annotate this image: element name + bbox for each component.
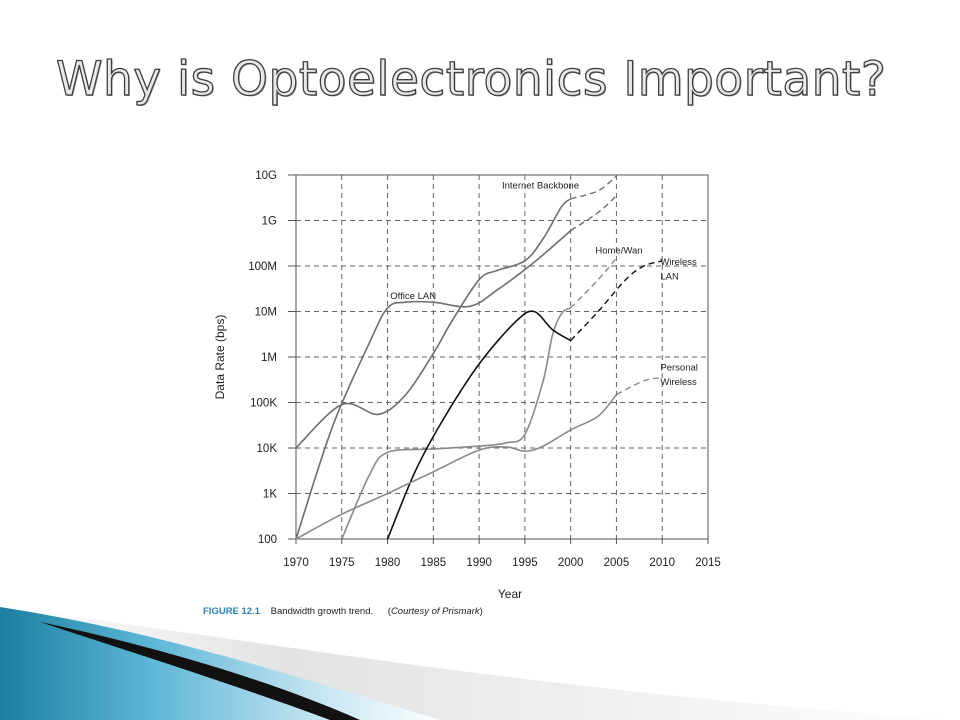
x-tick-label: 1980 [375, 557, 401, 569]
series-annotation: Wireless [660, 377, 697, 388]
series-annotation: Home/Wan [595, 245, 642, 256]
caption-credit: Courtesy of Prismark [390, 606, 480, 617]
series-annotation: LAN [660, 272, 679, 283]
series-projection-personal-wireless [616, 377, 663, 396]
series-projection-home-wan [570, 257, 617, 309]
series-line-office-lan [295, 229, 572, 540]
x-tick-label: 1970 [283, 557, 309, 569]
series-line-internet-backbone [295, 198, 572, 449]
x-tick-label: 1975 [329, 557, 355, 569]
x-axis-label: Year [498, 587, 522, 601]
series-line-wireless-lan [386, 310, 572, 540]
y-tick-label: 100K [250, 398, 277, 410]
y-tick-label: 10M [255, 307, 277, 319]
x-tick-label: 1995 [512, 557, 538, 569]
series-line-home-wan [341, 307, 572, 540]
y-tick-label: 1K [263, 489, 277, 501]
x-tick-label: 1985 [421, 557, 447, 569]
caption-figure-number: FIGURE 12.1 [203, 606, 261, 617]
y-tick-label: 10K [257, 443, 278, 455]
y-tick-label: 100M [248, 261, 277, 273]
x-tick-label: 2005 [604, 557, 630, 569]
swoosh-teal-band [0, 607, 440, 720]
y-axis-label: Data Rate (bps) [213, 315, 227, 400]
series-annotation: Wireless [660, 257, 697, 268]
series-layer [295, 175, 663, 540]
caption-credit-close: ) [479, 606, 483, 617]
label-layer: Internet Backbone Office LAN Home/Wan Wirel… [390, 181, 698, 389]
y-tick-label: 100 [258, 534, 277, 546]
series-annotation: Internet Backbone [502, 181, 579, 192]
series-annotation: Personal [660, 363, 698, 374]
x-tick-label: 1990 [466, 557, 492, 569]
swoosh-dark-line [40, 622, 360, 720]
caption-credit-open: ( [387, 606, 391, 617]
series-annotation: Office LAN [390, 291, 436, 302]
y-tick-label: 1G [262, 216, 277, 228]
series-projection-wireless-lan [570, 260, 663, 341]
y-tick-label: 10G [255, 170, 277, 182]
y-tick-label: 1M [261, 352, 277, 364]
x-tick-label: 2015 [695, 557, 721, 569]
caption-text: Bandwidth growth trend. [270, 606, 374, 617]
series-projection-office-lan [570, 195, 617, 232]
figure-caption: FIGURE 12.1 Bandwidth growth trend. (Cou… [203, 606, 483, 617]
grid-layer [296, 175, 708, 539]
x-tick-label: 2010 [649, 557, 675, 569]
slide-title: Why is Optoelectronics Important? [55, 51, 887, 107]
x-tick-label: 2000 [558, 557, 584, 569]
axis-layer: 1970 1975 1980 1985 1990 1995 2000 2005 2010 2015… [213, 170, 721, 601]
series-line-personal-wireless [295, 393, 618, 540]
